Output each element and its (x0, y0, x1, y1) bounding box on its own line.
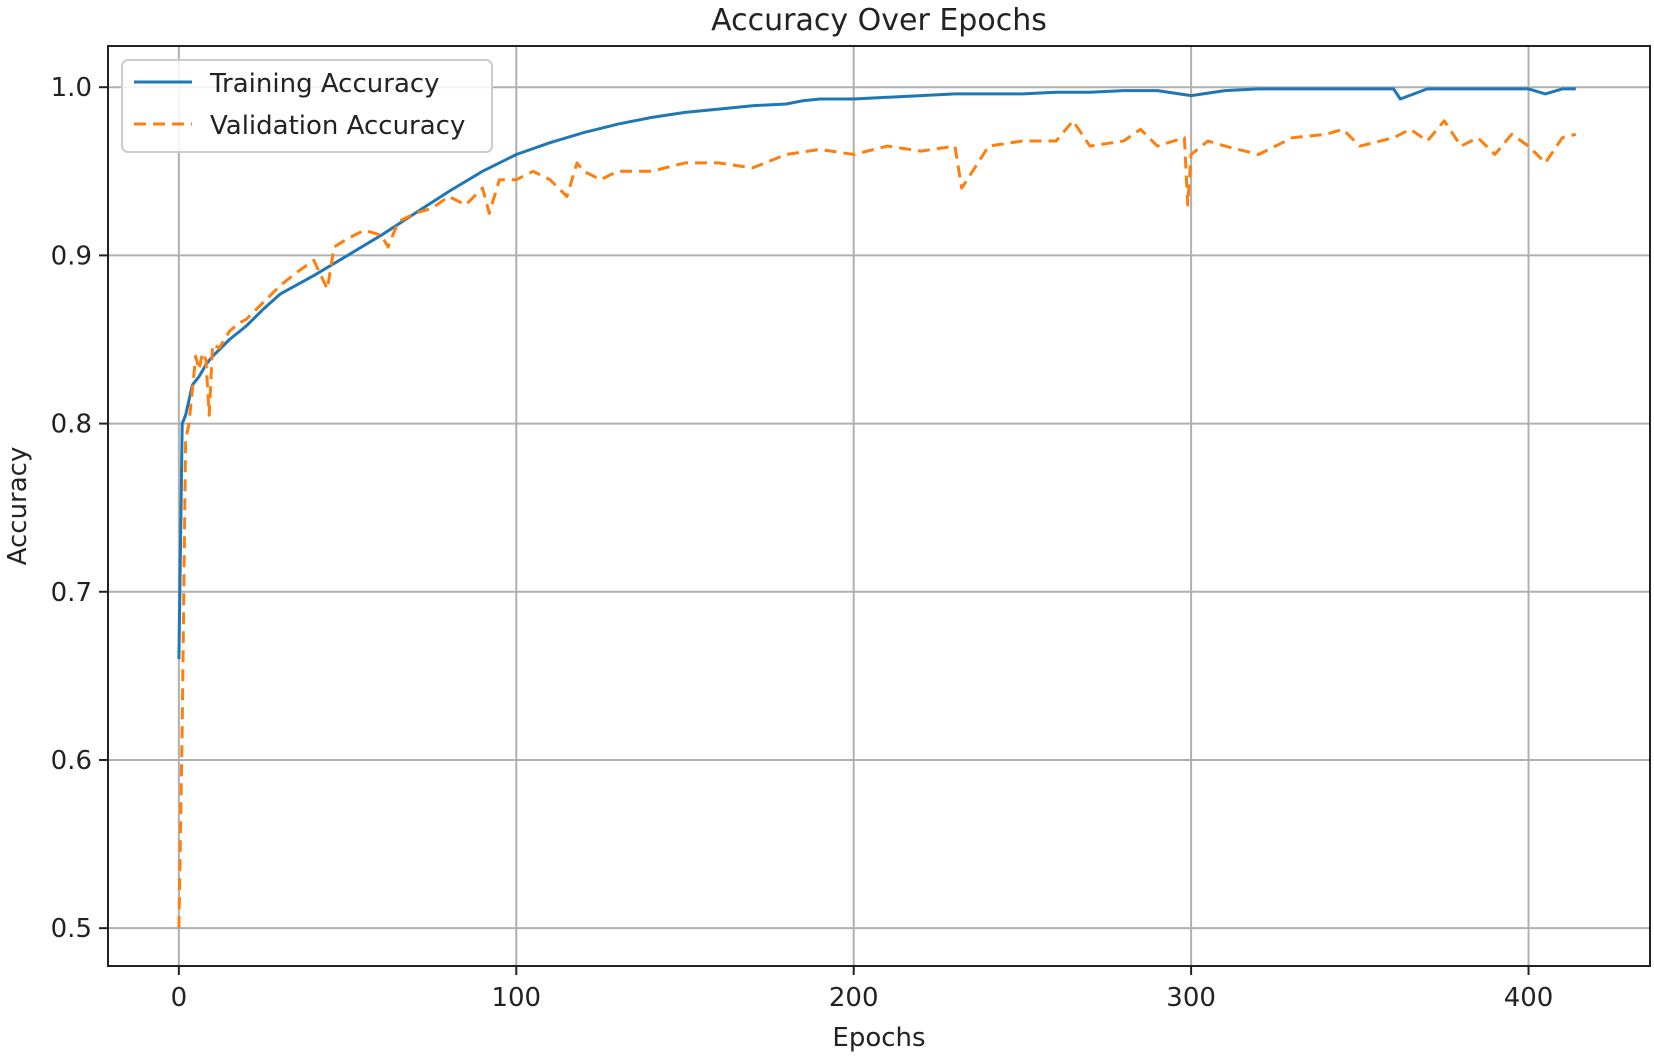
y-tick-label: 0.5 (51, 914, 92, 944)
x-tick-label: 200 (829, 983, 879, 1013)
x-tick-label: 400 (1504, 983, 1554, 1013)
tick-layer: 0 100 200 300 400 0.5 0.6 0.7 0.8 0.9 1.0 (51, 73, 1554, 1013)
legend-label-training: Training Accuracy (209, 69, 440, 99)
y-tick-label: 0.8 (51, 410, 92, 440)
x-tick-label: 300 (1166, 983, 1216, 1013)
series-layer (177, 87, 1577, 929)
legend-label-validation: Validation Accuracy (210, 111, 465, 141)
grid-layer (108, 46, 1650, 966)
legend: Training Accuracy Validation Accuracy (121, 59, 493, 153)
y-tick-label: 1.0 (51, 73, 92, 103)
x-axis-label: Epochs (832, 1023, 925, 1052)
y-axis-label: Accuracy (3, 447, 33, 566)
y-tick-label: 0.6 (51, 746, 92, 776)
y-tick-label: 0.7 (51, 578, 92, 608)
series-line-validation-accuracy (177, 119, 1577, 929)
x-tick-label: 0 (171, 983, 188, 1013)
y-tick-label: 0.9 (51, 241, 92, 271)
chart-title: Accuracy Over Epochs (711, 3, 1047, 38)
series-line-training-accuracy (177, 87, 1576, 660)
plot-frame (107, 45, 1651, 967)
legend-box (121, 59, 493, 153)
x-tick-label: 100 (491, 983, 541, 1013)
